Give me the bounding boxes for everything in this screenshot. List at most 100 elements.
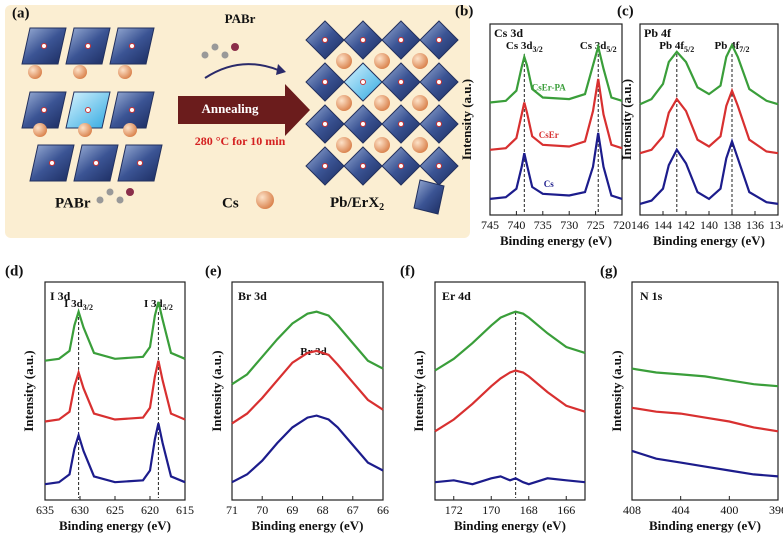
y-axis-label: Intensity (a.u.) <box>619 79 634 160</box>
molecule-atom <box>201 51 209 59</box>
spectrum-line <box>231 310 384 386</box>
cs-ion <box>33 123 47 137</box>
arrow-text: Annealing <box>201 101 259 116</box>
spectrum-line <box>231 349 384 425</box>
molecule-atom <box>231 43 239 51</box>
atom <box>49 160 55 166</box>
atom <box>322 121 328 127</box>
atom <box>398 121 404 127</box>
atom <box>360 37 366 43</box>
panel-label: (c) <box>617 3 634 19</box>
molecule-atom <box>116 196 124 204</box>
spectrum-line <box>489 78 623 151</box>
x-tick-label: 172 <box>445 503 463 517</box>
atom <box>85 43 91 49</box>
atom <box>398 79 404 85</box>
annotation-main: Pb 4f <box>659 40 684 52</box>
cs-ion <box>412 137 428 153</box>
panel-title: Cs 3d <box>494 26 523 40</box>
atom <box>360 121 366 127</box>
spectrum-line <box>44 301 186 362</box>
atom <box>322 79 328 85</box>
x-tick-label: 144 <box>654 218 672 232</box>
atom <box>129 107 135 113</box>
atom <box>322 163 328 169</box>
x-tick-label: 620 <box>141 503 159 517</box>
arrow <box>178 84 310 136</box>
x-tick-label: 396 <box>769 503 783 517</box>
annotation: I 3d3/2 <box>64 298 93 312</box>
x-tick-label: 615 <box>176 503 194 517</box>
plot-frame <box>231 281 384 501</box>
spectrum-line <box>489 42 623 104</box>
spectrum-line <box>434 475 586 486</box>
x-tick-label: 70 <box>256 503 268 517</box>
panel-title: I 3d <box>50 289 71 303</box>
cs-ion <box>78 123 92 137</box>
annotation-main: Cs 3d <box>506 40 533 52</box>
atom <box>436 163 442 169</box>
x-tick-label: 71 <box>226 503 238 517</box>
condition-text: 280 °C for 10 min <box>195 134 286 148</box>
cs-ion <box>374 137 390 153</box>
cs-ion <box>336 137 352 153</box>
atom <box>398 37 404 43</box>
x-axis-label: Binding energy (eV) <box>454 518 566 533</box>
panel-title: Br 3d <box>238 289 267 303</box>
curved-arrow-head <box>276 64 286 75</box>
plot-frame <box>639 23 779 216</box>
x-tick-label: 404 <box>672 503 690 517</box>
cs-ion <box>256 191 274 209</box>
annotation: Pb 4f5/2 <box>659 40 694 54</box>
spectrum-line <box>639 137 779 205</box>
y-axis-label: Intensity (a.u.) <box>411 350 426 431</box>
annotation-sub: 5/2 <box>163 303 173 312</box>
spectrum-line <box>639 42 779 106</box>
panel-label: (f) <box>400 263 415 279</box>
legend-label: Cs <box>222 195 239 211</box>
molecule-atom <box>211 43 219 51</box>
annotation-sub: 5/2 <box>606 45 616 54</box>
spectrum-line <box>631 406 779 433</box>
cs-ion <box>374 95 390 111</box>
annotation-main: Pb 4f <box>715 40 740 52</box>
legend-label: PABr <box>55 195 91 211</box>
spectrum-line <box>489 132 623 200</box>
legend-label: Pb/ErX2 <box>330 195 384 213</box>
spectrum-line <box>631 367 779 388</box>
x-tick-label: 142 <box>677 218 695 232</box>
spectrum-line <box>434 369 586 433</box>
cs-ion <box>374 53 390 69</box>
y-axis-label: Intensity (a.u.) <box>21 350 36 431</box>
x-tick-label: 720 <box>613 218 631 232</box>
atom <box>360 163 366 169</box>
atom <box>85 107 91 113</box>
x-tick-label: 635 <box>36 503 54 517</box>
x-tick-label: 740 <box>507 218 525 232</box>
y-axis-label: Intensity (a.u.) <box>609 350 624 431</box>
cs-ion <box>73 65 87 79</box>
annotation-main: I 3d <box>64 298 83 310</box>
x-tick-label: 166 <box>557 503 575 517</box>
spectrum-line <box>631 449 779 478</box>
panel-label: (d) <box>5 263 23 279</box>
x-tick-label: 625 <box>106 503 124 517</box>
x-tick-label: 745 <box>481 218 499 232</box>
panel-label: (a) <box>12 5 30 21</box>
molecule-atom <box>221 51 229 59</box>
spectrum-line <box>434 310 586 372</box>
x-tick-label: 136 <box>746 218 764 232</box>
x-tick-label: 66 <box>377 503 389 517</box>
y-axis-label: Intensity (a.u.) <box>209 350 224 431</box>
curved-arrow <box>204 63 279 79</box>
atom <box>436 121 442 127</box>
molecule-atom <box>126 188 134 196</box>
x-tick-label: 168 <box>520 503 538 517</box>
plot-frame <box>44 281 186 501</box>
atom <box>322 37 328 43</box>
cs-ion <box>123 123 137 137</box>
annotation-sub: 3/2 <box>532 45 542 54</box>
x-tick-label: 725 <box>587 218 605 232</box>
series-label: CsEr <box>539 130 559 140</box>
